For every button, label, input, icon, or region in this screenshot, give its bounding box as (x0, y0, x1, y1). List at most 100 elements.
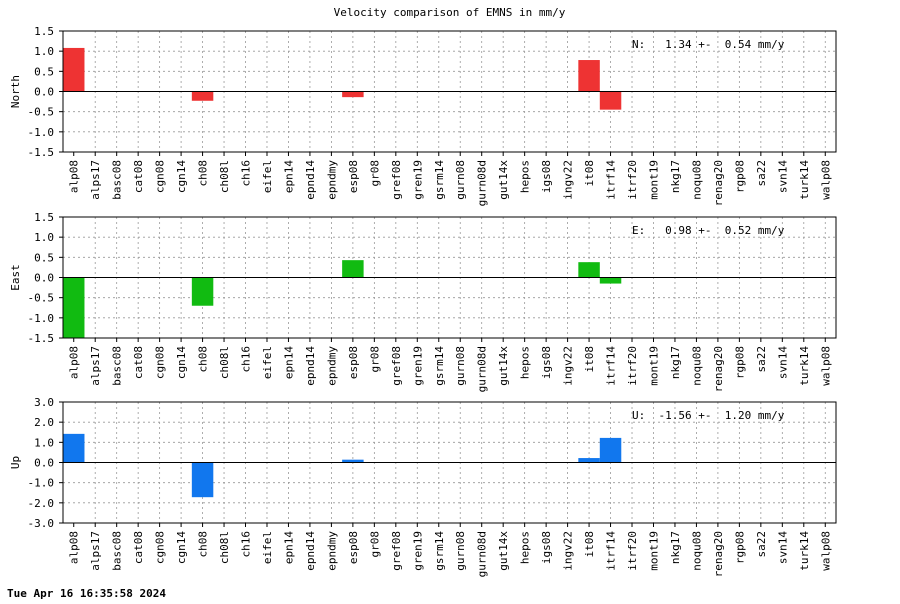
x-tick-label: nkg17 (669, 160, 682, 193)
x-tick-label: ch08 (197, 346, 210, 373)
x-tick-label: it08 (583, 160, 596, 187)
x-tick-label: basc08 (111, 531, 124, 571)
x-tick-label: hepos (519, 346, 532, 379)
x-tick-label: hepos (519, 160, 532, 193)
y-tick-label: 1.0 (34, 436, 54, 449)
x-tick-label: renag20 (712, 531, 725, 577)
x-tick-label: gref08 (390, 531, 403, 571)
y-tick-label: 0.0 (34, 457, 54, 470)
x-tick-label: cgn14 (175, 531, 188, 564)
x-tick-label: epndmy (325, 160, 338, 200)
x-tick-label: epnd14 (304, 531, 317, 571)
y-tick-label: 0.5 (34, 65, 54, 78)
y-axis-label: East (9, 264, 22, 291)
x-tick-label: esp08 (347, 346, 360, 379)
x-tick-label: ch08 (197, 160, 210, 187)
x-tick-label: walp08 (819, 346, 832, 386)
bar (578, 458, 600, 463)
x-tick-label: cat08 (132, 346, 145, 379)
y-tick-label: -0.5 (28, 292, 55, 305)
x-tick-label: gurn08 (454, 346, 467, 386)
y-tick-label: 3.0 (34, 396, 54, 409)
y-tick-label: -1.0 (28, 126, 55, 139)
plot-frame (62, 216, 837, 339)
x-tick-label: turk14 (798, 531, 811, 571)
x-tick-label: ch16 (240, 346, 253, 373)
east-panel: 1.5 1.0 0.5 0.0 -0.5 -1.0 -1.5 alp08 alps17 basc0… (9, 211, 837, 392)
bar (63, 47, 85, 92)
plot-frame (62, 30, 837, 153)
x-tick-label: alps17 (89, 531, 102, 571)
x-tick-label: itrf14 (605, 160, 618, 200)
x-tick-label: cat08 (132, 531, 145, 564)
bar (578, 262, 600, 278)
x-tick-label: it08 (583, 531, 596, 558)
x-tick-label: basc08 (111, 160, 124, 200)
bar (191, 91, 214, 101)
x-tick-label: cgn14 (175, 346, 188, 379)
y-tick-label: -1.0 (28, 477, 55, 490)
x-tick-label: gsrm14 (433, 346, 446, 386)
bar (599, 437, 622, 463)
x-tick-label: ingv22 (562, 346, 575, 386)
x-tick-label: svn14 (776, 346, 789, 379)
x-tick-label: igs08 (540, 160, 553, 193)
x-tick-label: turk14 (798, 160, 811, 200)
x-tick-label: ch08 (197, 531, 210, 558)
x-tick-label: epnd14 (304, 346, 317, 386)
x-tick-label: renag20 (712, 346, 725, 392)
x-tick-label: gren19 (411, 346, 424, 386)
y-tick-label: 2.0 (34, 416, 54, 429)
chart-title: Velocity comparison of EMNS in mm/y (334, 6, 566, 19)
x-tick-label: gsrm14 (433, 160, 446, 200)
x-tick-label: ch08l (218, 160, 231, 193)
y-tick-label: -0.5 (28, 106, 55, 119)
x-tick-label: cgn08 (154, 531, 167, 564)
x-tick-label: igs08 (540, 531, 553, 564)
x-tick-label: gurn08d (476, 160, 489, 206)
y-tick-label: -1.5 (28, 146, 55, 159)
bar (342, 91, 364, 98)
x-tick-label: walp08 (819, 160, 832, 200)
x-tick-label: itrf20 (626, 531, 639, 571)
x-tick-label: basc08 (111, 346, 124, 386)
x-tick-label: sa22 (755, 346, 768, 373)
x-tick-label: gref08 (390, 346, 403, 386)
y-tick-label: 1.5 (34, 211, 54, 224)
x-tick-label: svn14 (776, 531, 789, 564)
y-tick-label: -1.5 (28, 332, 55, 345)
x-tick-label: cat08 (132, 160, 145, 193)
x-tick-label: gsrm14 (433, 531, 446, 571)
x-tick-label: mont19 (647, 531, 660, 571)
x-tick-label: gren19 (411, 531, 424, 571)
up-panel: 3.0 2.0 1.0 0.0 -1.0 -2.0 -3.0 alp08 alps17 basc0… (9, 396, 837, 577)
x-tick-label: sa22 (755, 531, 768, 558)
north-annotation: N: 1.34 +- 0.54 mm/y (632, 38, 785, 51)
x-tick-label: alp08 (68, 160, 81, 193)
x-tick-label: mont19 (647, 160, 660, 200)
x-tick-label: cgn08 (154, 160, 167, 193)
y-axis-label: Up (9, 456, 22, 469)
x-tick-label: itrf14 (605, 531, 618, 571)
x-tick-label: noqu08 (690, 160, 703, 200)
bar (191, 277, 214, 306)
up-annotation: U: -1.56 +- 1.20 mm/y (632, 409, 785, 422)
x-tick-label: epn14 (282, 531, 295, 564)
y-tick-label: 0.0 (34, 86, 54, 99)
bar (342, 260, 364, 278)
bar (63, 277, 85, 338)
x-tick-label: alp08 (68, 531, 81, 564)
x-tick-label: renag20 (712, 160, 725, 206)
y-tick-label: -1.0 (28, 312, 55, 325)
x-tick-label: eifel (261, 160, 274, 193)
bar (599, 277, 622, 284)
x-tick-label: noqu08 (690, 531, 703, 571)
x-tick-label: walp08 (819, 531, 832, 571)
x-tick-label: gr08 (368, 160, 381, 187)
y-tick-label: 1.5 (34, 25, 54, 38)
x-tick-label: mont19 (647, 346, 660, 386)
x-tick-label: nkg17 (669, 531, 682, 564)
x-tick-label: epndmy (325, 346, 338, 386)
y-tick-label: -2.0 (28, 497, 55, 510)
